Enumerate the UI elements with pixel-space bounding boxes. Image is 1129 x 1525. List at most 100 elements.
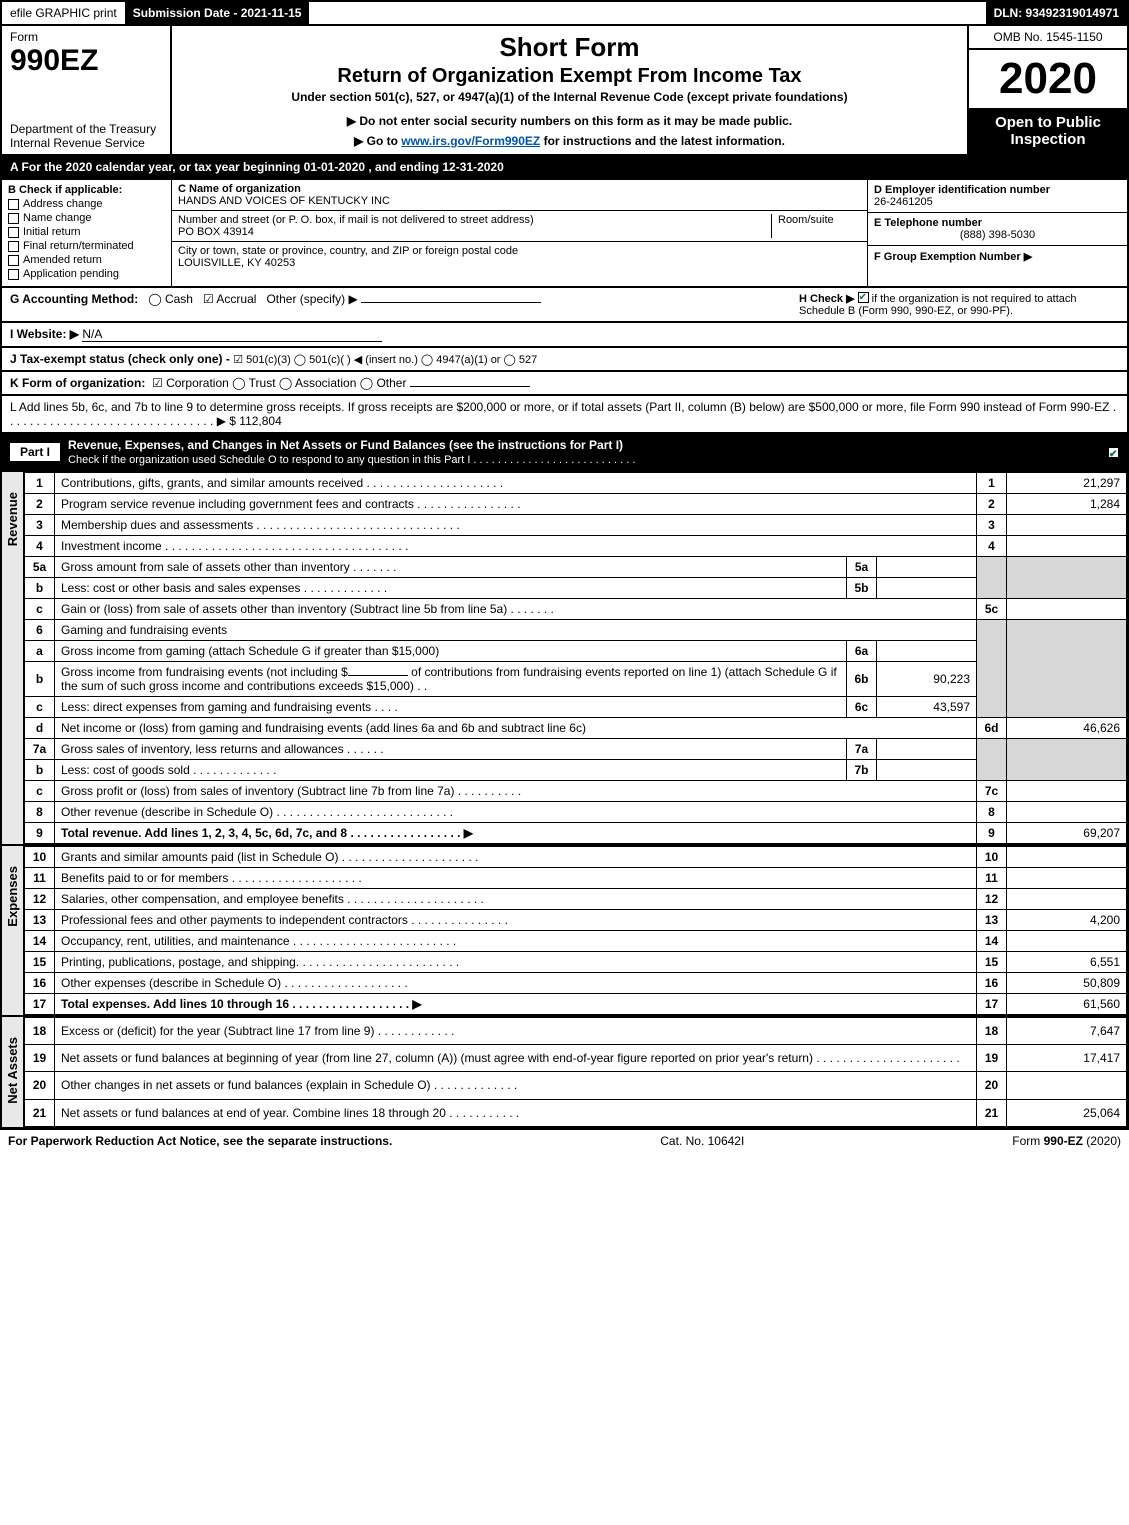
line-7a: 7aGross sales of inventory, less returns…	[25, 739, 1127, 760]
revenue-block: Revenue 1Contributions, gifts, grants, a…	[0, 472, 1129, 846]
irs-link[interactable]: www.irs.gov/Form990EZ	[401, 134, 540, 148]
h-label: H Check ▶	[799, 293, 855, 305]
line-6d: dNet income or (loss) from gaming and fu…	[25, 718, 1127, 739]
footer-mid: Cat. No. 10642I	[660, 1134, 744, 1148]
part1-header: Part I Revenue, Expenses, and Changes in…	[0, 434, 1129, 472]
line-4: 4Investment income . . . . . . . . . . .…	[25, 536, 1127, 557]
room-label: Room/suite	[771, 214, 861, 238]
footer-right: Form 990-EZ (2020)	[1012, 1134, 1121, 1148]
sidelabel-expenses: Expenses	[2, 846, 24, 1015]
check-application-pending[interactable]: Application pending	[8, 268, 165, 280]
form-left: Form 990EZ Department of the Treasury In…	[2, 26, 172, 154]
line-6a: aGross income from gaming (attach Schedu…	[25, 641, 1127, 662]
line-5c: cGain or (loss) from sale of assets othe…	[25, 599, 1127, 620]
city: LOUISVILLE, KY 40253	[178, 257, 861, 269]
sidelabel-net-assets: Net Assets	[2, 1017, 24, 1127]
line-8: 8Other revenue (describe in Schedule O) …	[25, 802, 1127, 823]
line-6c: cLess: direct expenses from gaming and f…	[25, 697, 1127, 718]
i-label: I Website: ▶	[10, 327, 79, 341]
l-text: L Add lines 5b, 6c, and 7b to line 9 to …	[10, 400, 1116, 428]
part1-subtitle: Check if the organization used Schedule …	[68, 454, 635, 466]
g-h-row: G Accounting Method: ◯ Cash ☑ Accrual Ot…	[0, 288, 1129, 323]
line-19: 19Net assets or fund balances at beginni…	[25, 1045, 1127, 1072]
subtitle: Return of Organization Exempt From Incom…	[182, 65, 957, 88]
addr-label: Number and street (or P. O. box, if mail…	[178, 214, 771, 226]
footer-left: For Paperwork Reduction Act Notice, see …	[8, 1134, 392, 1148]
expenses-block: Expenses 10Grants and similar amounts pa…	[0, 846, 1129, 1017]
j-opts[interactable]: ☑ 501(c)(3) ◯ 501(c)( ) ◀ (insert no.) ◯…	[233, 354, 537, 366]
tax-year-row: A For the 2020 calendar year, or tax yea…	[0, 156, 1129, 180]
line-5a: 5aGross amount from sale of assets other…	[25, 557, 1127, 578]
dln: DLN: 93492319014971	[986, 2, 1127, 24]
net-assets-block: Net Assets 18Excess or (deficit) for the…	[0, 1017, 1129, 1129]
submission-date: Submission Date - 2021-11-15	[125, 2, 310, 24]
topbar: efile GRAPHIC print Submission Date - 20…	[0, 0, 1129, 26]
g-accrual[interactable]: Accrual	[216, 292, 256, 306]
k-opts[interactable]: ☑ Corporation ◯ Trust ◯ Association ◯ Ot…	[152, 376, 406, 390]
line-6: 6Gaming and fundraising events	[25, 620, 1127, 641]
i-row: I Website: ▶ N/A	[0, 323, 1129, 348]
line-11: 11Benefits paid to or for members . . . …	[25, 868, 1127, 889]
line-6b: bGross income from fundraising events (n…	[25, 662, 1127, 697]
check-address-change[interactable]: Address change	[8, 198, 165, 210]
line-18: 18Excess or (deficit) for the year (Subt…	[25, 1018, 1127, 1045]
d-column: D Employer identification number 26-2461…	[867, 180, 1127, 286]
e-label: E Telephone number	[874, 217, 1121, 229]
g-cash[interactable]: Cash	[165, 292, 193, 306]
k-row: K Form of organization: ☑ Corporation ◯ …	[0, 372, 1129, 396]
check-name-change[interactable]: Name change	[8, 212, 165, 224]
line-21: 21Net assets or fund balances at end of …	[25, 1099, 1127, 1126]
j-label: J Tax-exempt status (check only one) -	[10, 352, 230, 366]
check-initial-return[interactable]: Initial return	[8, 226, 165, 238]
e-value: (888) 398-5030	[874, 229, 1121, 241]
line-16: 16Other expenses (describe in Schedule O…	[25, 973, 1127, 994]
section-b: B Check if applicable: Address change Na…	[0, 180, 1129, 288]
c-name: HANDS AND VOICES OF KENTUCKY INC	[178, 195, 861, 207]
line-9: 9Total revenue. Add lines 1, 2, 3, 4, 5c…	[25, 823, 1127, 844]
warn2-pre: ▶ Go to	[354, 134, 401, 148]
line-20: 20Other changes in net assets or fund ba…	[25, 1072, 1127, 1099]
check-final-return[interactable]: Final return/terminated	[8, 240, 165, 252]
tax-year: 2020	[969, 50, 1127, 108]
short-form-title: Short Form	[182, 32, 957, 63]
i-value: N/A	[82, 327, 382, 342]
k-label: K Form of organization:	[10, 376, 145, 390]
line-3: 3Membership dues and assessments . . . .…	[25, 515, 1127, 536]
dept: Department of the Treasury	[10, 122, 162, 136]
g-label: G Accounting Method:	[10, 292, 138, 306]
irs: Internal Revenue Service	[10, 136, 162, 150]
line-2: 2Program service revenue including gover…	[25, 494, 1127, 515]
warn2-post: for instructions and the latest informat…	[540, 134, 785, 148]
j-row: J Tax-exempt status (check only one) - ☑…	[0, 348, 1129, 372]
b-label: B Check if applicable:	[8, 184, 165, 196]
d-value: 26-2461205	[874, 196, 1121, 208]
part1-check[interactable]	[1108, 447, 1119, 458]
line-7b: bLess: cost of goods sold . . . . . . . …	[25, 760, 1127, 781]
line-5b: bLess: cost or other basis and sales exp…	[25, 578, 1127, 599]
h-check[interactable]	[858, 292, 869, 303]
check-amended-return[interactable]: Amended return	[8, 254, 165, 266]
k-other-input[interactable]	[410, 386, 530, 387]
omb: OMB No. 1545-1150	[969, 26, 1127, 50]
open-to-public: Open to Public Inspection	[969, 108, 1127, 154]
g-other[interactable]: Other (specify) ▶	[266, 292, 357, 306]
line-12: 12Salaries, other compensation, and empl…	[25, 889, 1127, 910]
line-13: 13Professional fees and other payments t…	[25, 910, 1127, 931]
line-7c: cGross profit or (loss) from sales of in…	[25, 781, 1127, 802]
c-column: C Name of organization HANDS AND VOICES …	[172, 180, 867, 286]
part1-title: Revenue, Expenses, and Changes in Net As…	[68, 438, 623, 452]
form-mid: Short Form Return of Organization Exempt…	[172, 26, 967, 154]
efile-label[interactable]: efile GRAPHIC print	[2, 2, 125, 24]
form-right: OMB No. 1545-1150 2020 Open to Public In…	[967, 26, 1127, 154]
topbar-spacer	[309, 2, 985, 24]
line-17: 17Total expenses. Add lines 10 through 1…	[25, 994, 1127, 1015]
line-15: 15Printing, publications, postage, and s…	[25, 952, 1127, 973]
line-1: 1Contributions, gifts, grants, and simil…	[25, 473, 1127, 494]
under-section: Under section 501(c), 527, or 4947(a)(1)…	[182, 90, 957, 104]
g-other-input[interactable]	[361, 302, 541, 303]
warn1: ▶ Do not enter social security numbers o…	[182, 114, 957, 128]
f-label: F Group Exemption Number ▶	[874, 250, 1121, 263]
l-row: L Add lines 5b, 6c, and 7b to line 9 to …	[0, 396, 1129, 434]
c-label: C Name of organization	[178, 183, 861, 195]
form-header: Form 990EZ Department of the Treasury In…	[0, 26, 1129, 156]
